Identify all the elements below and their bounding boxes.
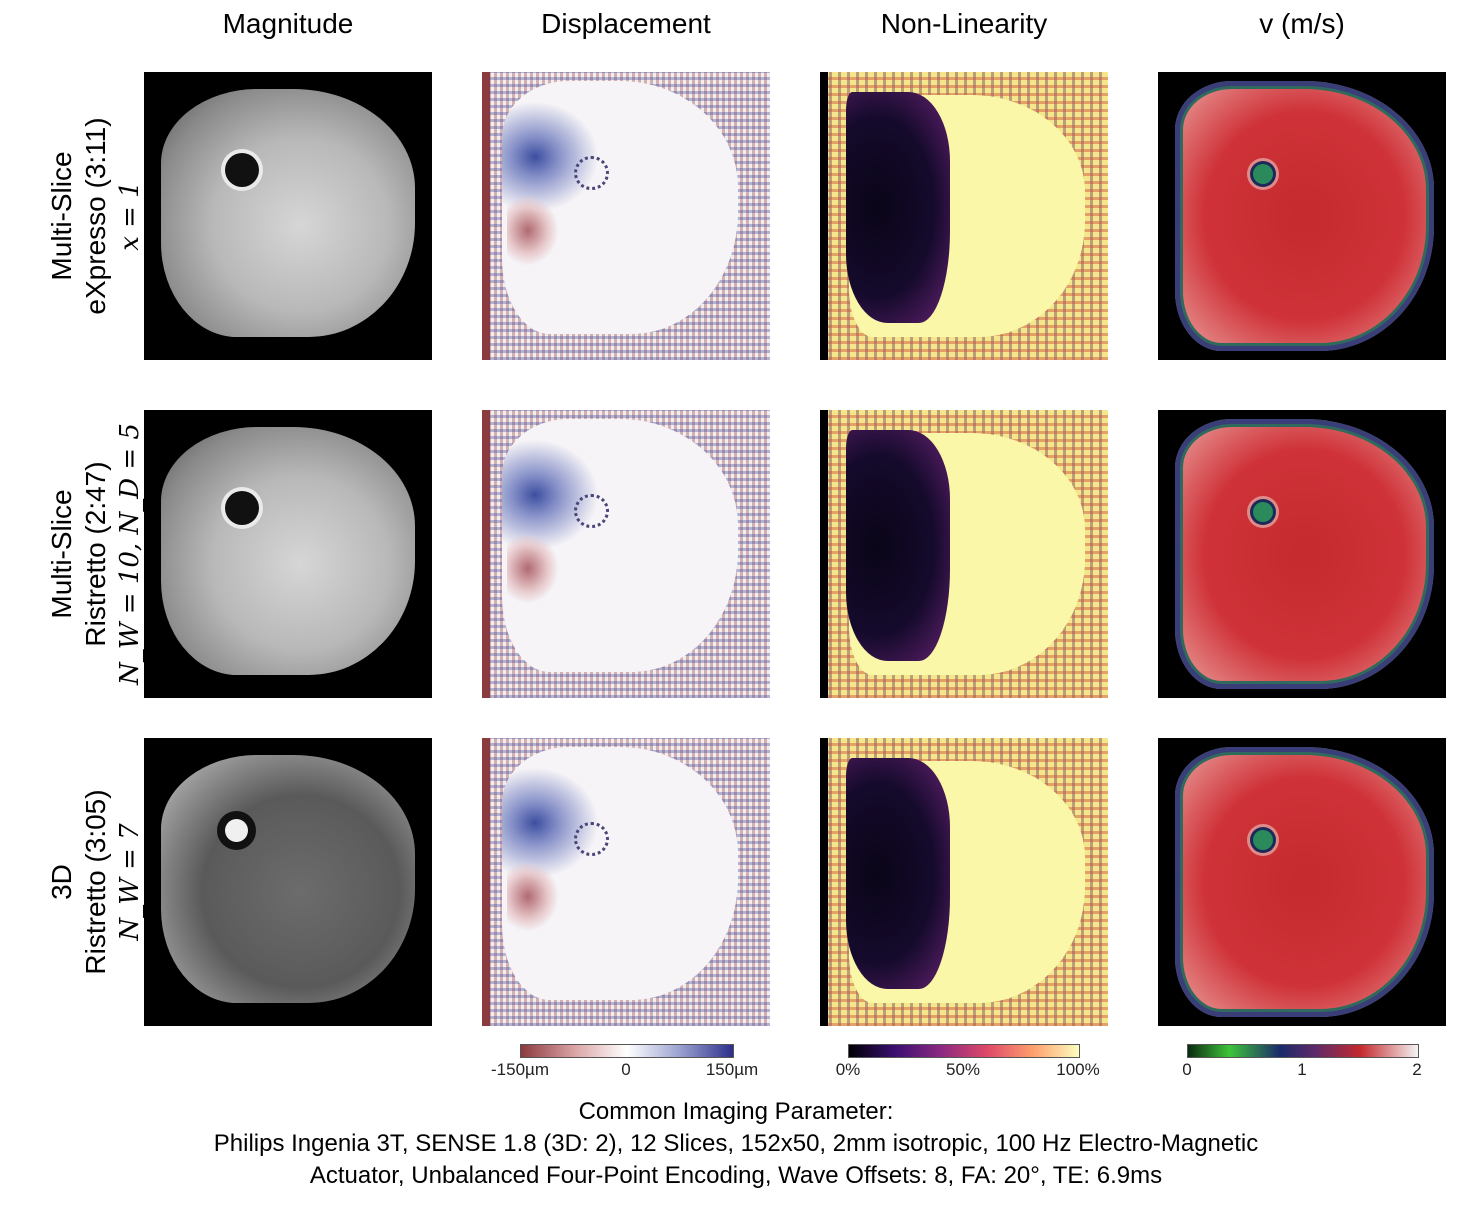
tissue-region [502, 746, 739, 1001]
row-label-2-line3: N_W = 10, N_D = 5 [115, 423, 145, 685]
tissue-region [1175, 418, 1435, 690]
velocity-tick-min: 0 [1182, 1060, 1192, 1079]
displacement-map-row1 [482, 72, 770, 360]
edge-bar [820, 738, 828, 1026]
tissue-region [1175, 746, 1435, 1018]
tissue-region [161, 89, 415, 337]
edge-bar [482, 410, 490, 698]
magnitude-image-row2 [144, 410, 432, 698]
bone-ring [574, 821, 609, 857]
edge-bar [482, 72, 490, 360]
caption: Common Imaging Parameter: Philips Ingeni… [0, 1096, 1472, 1192]
tissue-region [502, 418, 739, 673]
edge-bar [482, 738, 490, 1026]
row-label-1-line3: x = 1 [115, 181, 145, 251]
row-label-3-line2: Ristretto (3:05) [80, 789, 111, 975]
column-title-displacement: Displacement [541, 8, 711, 39]
tissue-region [1175, 80, 1435, 352]
column-title-magnitude: Magnitude [222, 8, 354, 39]
displacement-map-row2 [482, 410, 770, 698]
bone-marker [224, 818, 248, 842]
column-title-velocity: v (m/s) [1259, 8, 1345, 39]
bone-marker [1253, 830, 1274, 851]
row-label-3-line1: 3D [46, 864, 77, 900]
row-label-2-line2: Ristretto (2:47) [80, 461, 111, 647]
nonlinearity-tick-max: 100% [1056, 1060, 1100, 1079]
row-label-2-line1: Multi-Slice [46, 489, 77, 619]
magnitude-image-row1 [144, 72, 432, 360]
velocity-map-row2 [1158, 410, 1446, 698]
row-label-3-line3: N_W = 7 [115, 823, 145, 941]
velocity-colorbar [1187, 1044, 1419, 1058]
low-nonlinearity-region [845, 758, 950, 989]
displacement-colorbar [520, 1044, 734, 1058]
row-label-1-line1: Multi-Slice [46, 151, 77, 281]
caption-line2: Philips Ingenia 3T, SENSE 1.8 (3D: 2), 1… [213, 1130, 1259, 1157]
caption-line3: Actuator, Unbalanced Four-Point Encoding… [309, 1162, 1163, 1189]
column-title-nonlinearity: Non-Linearity [880, 8, 1048, 39]
nonlinearity-map-row1 [820, 72, 1108, 360]
low-nonlinearity-region [845, 92, 950, 323]
nonlinearity-tick-mid: 50% [945, 1060, 981, 1079]
edge-bar [820, 72, 828, 360]
nonlinearity-tick-min: 0% [835, 1060, 861, 1079]
velocity-map-row3 [1158, 738, 1446, 1026]
velocity-map-row1 [1158, 72, 1446, 360]
magnitude-image-row3 [144, 738, 432, 1026]
bone-marker [224, 490, 260, 526]
displacement-map-row3 [482, 738, 770, 1026]
tissue-region [161, 755, 415, 1003]
bone-marker [224, 152, 260, 188]
caption-line1: Common Imaging Parameter: [578, 1098, 894, 1125]
bone-marker [1253, 502, 1274, 523]
nonlinearity-map-row2 [820, 410, 1108, 698]
displacement-tick-min: -150µm [491, 1060, 549, 1079]
row-label-1-line2: eXpresso (3:11) [80, 117, 111, 315]
velocity-tick-mid: 1 [1297, 1060, 1307, 1079]
low-nonlinearity-region [845, 430, 950, 661]
bone-ring [574, 155, 609, 191]
bone-ring [574, 493, 609, 529]
tissue-region [502, 80, 739, 335]
tissue-region [161, 427, 415, 675]
velocity-tick-max: 2 [1412, 1060, 1422, 1079]
bone-marker [1253, 164, 1274, 185]
displacement-tick-max: 150µm [705, 1060, 759, 1079]
displacement-tick-mid: 0 [621, 1060, 631, 1079]
edge-bar [820, 410, 828, 698]
nonlinearity-map-row3 [820, 738, 1108, 1026]
nonlinearity-colorbar [848, 1044, 1080, 1058]
